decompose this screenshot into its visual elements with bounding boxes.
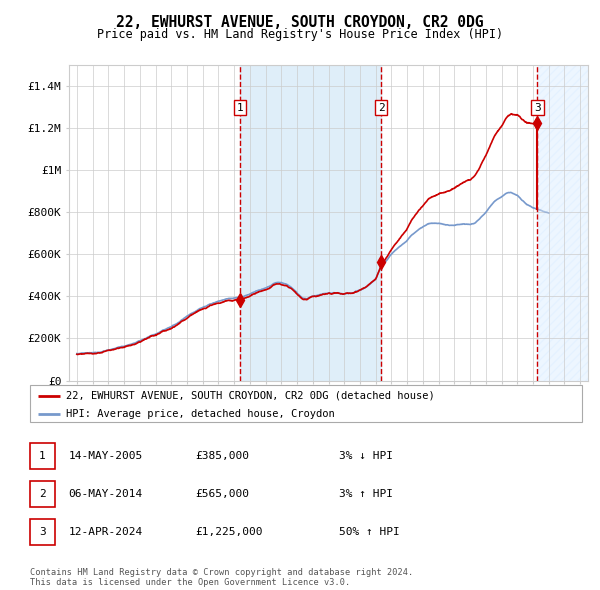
Bar [538,65,588,381]
Text: 2: 2 [39,489,46,499]
FancyBboxPatch shape [30,442,55,468]
Text: 06-MAY-2014: 06-MAY-2014 [68,489,143,499]
Text: HPI: Average price, detached house, Croydon: HPI: Average price, detached house, Croy… [66,409,335,419]
Text: 3: 3 [534,103,541,113]
Text: £1,225,000: £1,225,000 [196,527,263,537]
FancyBboxPatch shape [30,520,55,545]
Text: £385,000: £385,000 [196,451,250,461]
Text: Contains HM Land Registry data © Crown copyright and database right 2024.
This d: Contains HM Land Registry data © Crown c… [30,568,413,587]
Text: 2: 2 [378,103,385,113]
Text: 1: 1 [39,451,46,461]
Text: 12-APR-2024: 12-APR-2024 [68,527,143,537]
Text: 3% ↑ HPI: 3% ↑ HPI [339,489,393,499]
Text: 1: 1 [236,103,244,113]
Text: 3% ↓ HPI: 3% ↓ HPI [339,451,393,461]
Text: 22, EWHURST AVENUE, SOUTH CROYDON, CR2 0DG (detached house): 22, EWHURST AVENUE, SOUTH CROYDON, CR2 0… [66,391,434,401]
Text: Price paid vs. HM Land Registry's House Price Index (HPI): Price paid vs. HM Land Registry's House … [97,28,503,41]
Text: 50% ↑ HPI: 50% ↑ HPI [339,527,400,537]
FancyBboxPatch shape [30,385,582,422]
Text: £565,000: £565,000 [196,489,250,499]
FancyBboxPatch shape [30,481,55,507]
Text: 22, EWHURST AVENUE, SOUTH CROYDON, CR2 0DG: 22, EWHURST AVENUE, SOUTH CROYDON, CR2 0… [116,15,484,30]
Text: 14-MAY-2005: 14-MAY-2005 [68,451,143,461]
Bar [240,65,381,381]
Text: 3: 3 [39,527,46,537]
